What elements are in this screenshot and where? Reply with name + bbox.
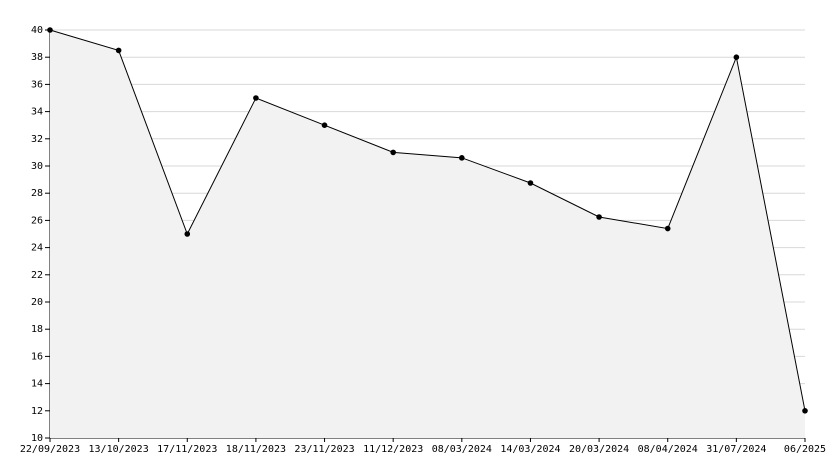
point xyxy=(733,54,740,60)
y-tick-label: 12 xyxy=(31,406,43,417)
point xyxy=(47,27,53,33)
y-tick-label: 32 xyxy=(31,134,43,145)
y-tick-label: 14 xyxy=(31,379,43,390)
x-tick-label: 13/10/2023 xyxy=(89,444,149,455)
x-tick-label: 23/11/2023 xyxy=(294,444,354,455)
point xyxy=(459,155,465,161)
y-tick-label: 22 xyxy=(31,270,43,281)
y-tick-label: 28 xyxy=(31,188,43,199)
line xyxy=(49,29,806,411)
point xyxy=(321,122,328,128)
y-tick-label: 26 xyxy=(31,215,43,226)
y-tick-label: 20 xyxy=(31,297,43,308)
x-tick-label: 17/11/2023 xyxy=(157,444,217,455)
point xyxy=(115,47,122,54)
point xyxy=(253,95,259,101)
y-tick-label: 38 xyxy=(31,52,43,63)
y-tick-label: 40 xyxy=(31,25,43,36)
y-tick-label: 30 xyxy=(31,161,43,172)
point xyxy=(527,180,534,186)
x-tick-label: 14/03/2024 xyxy=(500,444,560,455)
y-tick-label: 18 xyxy=(31,324,43,335)
x-tick-label: 20/03/2024 xyxy=(569,444,629,455)
point xyxy=(664,225,671,232)
x-tick-label: 06/2025 xyxy=(784,444,826,455)
y-tick-label: 10 xyxy=(31,433,43,444)
y-tick-label: 24 xyxy=(31,243,43,254)
x-tick-label: 11/12/2023 xyxy=(363,444,423,455)
point xyxy=(390,149,396,156)
x-tick-label: 31/07/2024 xyxy=(706,444,766,455)
point xyxy=(596,214,602,220)
x-tick-label: 08/04/2024 xyxy=(638,444,698,455)
point xyxy=(802,408,808,414)
point xyxy=(184,231,191,237)
y-tick-label: 36 xyxy=(31,79,43,90)
x-tick-label: 08/03/2024 xyxy=(432,444,492,455)
area xyxy=(50,30,805,438)
y-tick-label: 16 xyxy=(31,351,43,362)
x-tick-label: 22/09/2023 xyxy=(20,444,80,455)
y-tick-label: 34 xyxy=(31,107,43,118)
x-tick-label: 18/11/2023 xyxy=(226,444,286,455)
